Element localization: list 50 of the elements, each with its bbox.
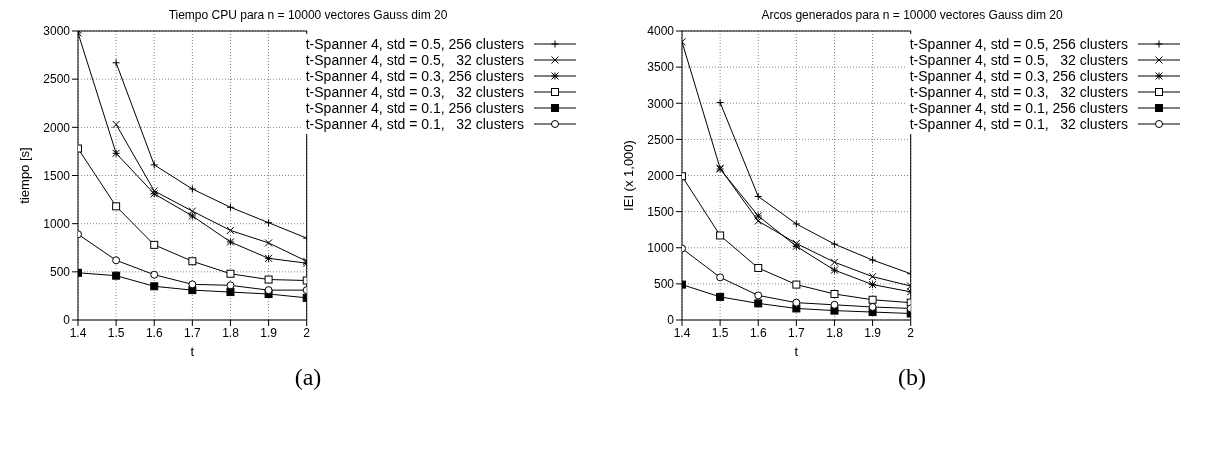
y-tick-label: 2500 [43,72,71,87]
legend-label: t-Spanner 4, std = 0.3, 256 clusters [909,68,1128,84]
y-tick-label: 1000 [43,216,71,231]
text: (b) [898,364,926,391]
y-tick-label: 500 [653,277,675,292]
x-tick-label: 1.5 [711,325,729,340]
y-tick-label: 2000 [43,120,71,135]
x-tick-label: 1.8 [826,325,844,340]
y-axis-title: IEI (x 1,000) [620,140,636,211]
x-tick-label: 1.8 [222,325,240,340]
legend-label: t-Spanner 4, std = 0.3, 32 clusters [305,84,524,100]
x-axis-title: t [794,344,799,359]
y-tick-label: 4000 [647,24,675,39]
x-tick-label: 1.9 [260,325,278,340]
x-tick-label: 1.5 [107,325,125,340]
x-axis-title: t [190,344,195,359]
y-axis-title: tiempo [s] [16,147,32,204]
y-tick-label: 1000 [647,241,675,256]
y-tick-label: 0 [63,313,71,328]
legend-label: t-Spanner 4, std = 0.5, 32 clusters [909,52,1128,68]
legend-label: t-Spanner 4, std = 0.5, 256 clusters [305,36,524,52]
y-tick-label: 3500 [647,60,675,75]
legend-label: t-Spanner 4, std = 0.1, 256 clusters [305,100,524,116]
y-tick-label: 1500 [647,204,675,219]
legend-label: t-Spanner 4, std = 0.1, 32 clusters [909,116,1128,132]
y-tick-label: 2500 [647,132,675,147]
text: (a) [294,364,322,391]
legend-label: t-Spanner 4, std = 0.3, 32 clusters [909,84,1128,100]
chart-title: Tiempo CPU para n = 10000 vectores Gauss dim 20 [168,8,448,22]
chart-title: Arcos generados para n = 10000 vectores Gauss dim 20 [761,8,1063,22]
y-tick-label: 500 [49,265,71,280]
x-tick-label: 2 [907,325,915,340]
y-tick-label: 2000 [647,168,675,183]
x-tick-label: 2 [303,325,311,340]
y-tick-label: 3000 [43,24,71,39]
x-tick-label: 1.7 [788,325,806,340]
legend-label: t-Spanner 4, std = 0.5, 256 clusters [909,36,1128,52]
legend-label: t-Spanner 4, std = 0.5, 32 clusters [305,52,524,68]
legend-label: t-Spanner 4, std = 0.3, 256 clusters [305,68,524,84]
y-tick-label: 0 [667,313,675,328]
x-tick-label: 1.6 [145,325,163,340]
x-tick-label: 1.7 [184,325,202,340]
x-tick-label: 1.9 [864,325,882,340]
x-tick-label: 1.4 [673,325,691,340]
y-tick-label: 1500 [43,168,71,183]
legend-label: t-Spanner 4, std = 0.1, 256 clusters [909,100,1128,116]
x-tick-label: 1.4 [69,325,87,340]
legend-label: t-Spanner 4, std = 0.1, 32 clusters [305,116,524,132]
y-tick-label: 3000 [647,96,675,111]
x-tick-label: 1.6 [749,325,767,340]
